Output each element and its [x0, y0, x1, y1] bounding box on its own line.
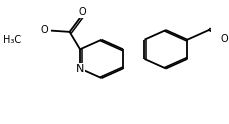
Text: O: O [220, 34, 227, 44]
Text: O: O [78, 7, 85, 17]
Text: H₃C: H₃C [3, 35, 22, 45]
Text: O: O [40, 25, 48, 35]
Text: N: N [76, 63, 84, 74]
